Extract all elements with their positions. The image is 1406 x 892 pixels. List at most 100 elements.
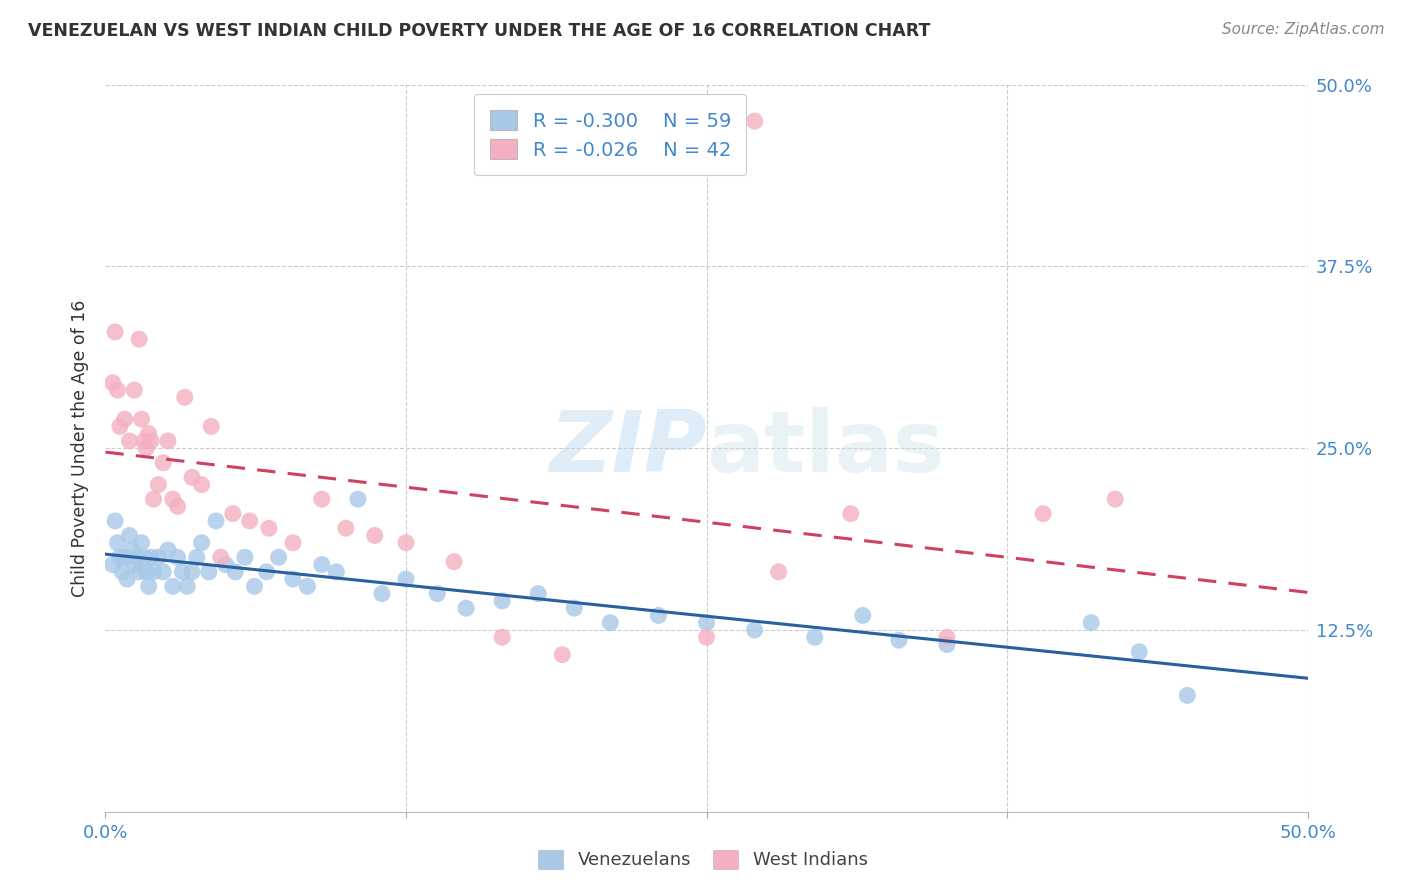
Point — [128, 332, 150, 346]
Legend: R = -0.300    N = 59, R = -0.026    N = 42: R = -0.300 N = 59, R = -0.026 N = 42 — [474, 95, 747, 176]
Text: ZIP: ZIP — [548, 407, 707, 490]
Point — [744, 114, 766, 128]
Point — [107, 383, 129, 397]
Point — [166, 500, 188, 514]
Point — [222, 507, 245, 521]
Point — [1128, 645, 1150, 659]
Point — [224, 565, 246, 579]
Point — [181, 470, 204, 484]
Point — [125, 550, 148, 565]
Point — [135, 442, 157, 455]
Point — [491, 594, 513, 608]
Point — [852, 608, 875, 623]
Point — [599, 615, 621, 630]
Point — [696, 615, 718, 630]
Point — [101, 376, 124, 390]
Point — [190, 477, 212, 491]
Point — [364, 528, 387, 542]
Point — [371, 587, 394, 601]
Point — [115, 572, 138, 586]
Point — [139, 550, 162, 565]
Point — [181, 565, 204, 579]
Point — [124, 558, 146, 572]
Point — [887, 633, 910, 648]
Point — [200, 419, 222, 434]
Point — [209, 550, 232, 565]
Point — [768, 565, 790, 579]
Point — [491, 630, 513, 644]
Point — [108, 550, 131, 565]
Point — [696, 630, 718, 644]
Point — [162, 492, 184, 507]
Point — [176, 579, 198, 593]
Point — [803, 630, 825, 644]
Point — [281, 572, 304, 586]
Point — [395, 572, 418, 586]
Point — [135, 565, 157, 579]
Point — [335, 521, 357, 535]
Point — [101, 558, 124, 572]
Point — [744, 623, 766, 637]
Point — [454, 601, 477, 615]
Point — [1032, 507, 1054, 521]
Point — [325, 565, 347, 579]
Point — [239, 514, 262, 528]
Point — [124, 383, 146, 397]
Point — [551, 648, 574, 662]
Point — [395, 535, 418, 549]
Point — [443, 555, 465, 569]
Point — [121, 543, 143, 558]
Y-axis label: Child Poverty Under the Age of 16: Child Poverty Under the Age of 16 — [72, 300, 90, 597]
Point — [198, 565, 221, 579]
Point — [148, 477, 170, 491]
Point — [138, 426, 160, 441]
Point — [162, 579, 184, 593]
Point — [936, 630, 959, 644]
Point — [297, 579, 319, 593]
Text: atlas: atlas — [707, 407, 945, 490]
Point — [114, 412, 136, 426]
Point — [166, 550, 188, 565]
Point — [107, 535, 129, 549]
Point — [148, 550, 170, 565]
Point — [647, 608, 669, 623]
Point — [839, 507, 862, 521]
Text: VENEZUELAN VS WEST INDIAN CHILD POVERTY UNDER THE AGE OF 16 CORRELATION CHART: VENEZUELAN VS WEST INDIAN CHILD POVERTY … — [28, 22, 931, 40]
Point — [527, 587, 550, 601]
Text: Source: ZipAtlas.com: Source: ZipAtlas.com — [1222, 22, 1385, 37]
Point — [256, 565, 278, 579]
Point — [132, 550, 155, 565]
Point — [152, 456, 174, 470]
Point — [347, 492, 370, 507]
Point — [118, 434, 141, 448]
Legend: Venezuelans, West Indians: Venezuelans, West Indians — [529, 841, 877, 879]
Point — [562, 601, 585, 615]
Point — [214, 558, 236, 572]
Point — [111, 565, 134, 579]
Point — [186, 550, 208, 565]
Point — [118, 528, 141, 542]
Point — [267, 550, 290, 565]
Point — [131, 535, 153, 549]
Point — [173, 390, 195, 404]
Point — [152, 565, 174, 579]
Point — [108, 419, 131, 434]
Point — [156, 543, 179, 558]
Point — [936, 638, 959, 652]
Point — [311, 492, 333, 507]
Point — [1080, 615, 1102, 630]
Point — [138, 579, 160, 593]
Point — [104, 325, 127, 339]
Point — [205, 514, 228, 528]
Point — [156, 434, 179, 448]
Point — [257, 521, 280, 535]
Point — [172, 565, 194, 579]
Point — [142, 565, 165, 579]
Point — [128, 565, 150, 579]
Point — [1175, 689, 1198, 703]
Point — [114, 550, 136, 565]
Point — [281, 535, 304, 549]
Point — [233, 550, 256, 565]
Point — [131, 412, 153, 426]
Point — [139, 434, 162, 448]
